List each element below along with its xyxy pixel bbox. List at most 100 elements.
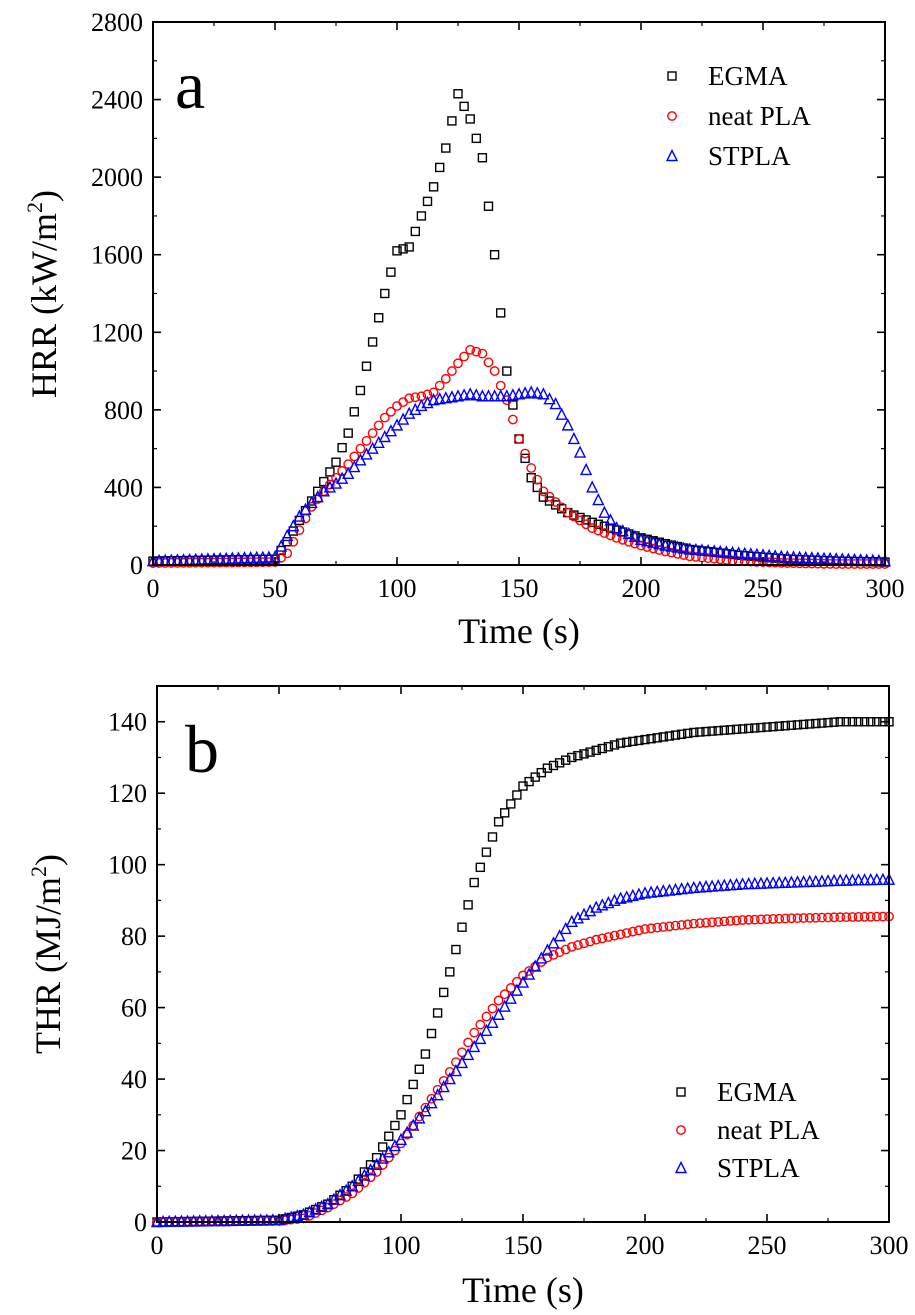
data-point (377, 1159, 388, 1170)
data-point (640, 534, 654, 547)
data-point (408, 1079, 418, 1090)
data-point (671, 540, 684, 553)
data-point (367, 337, 378, 347)
data-point (804, 912, 815, 923)
data-point (455, 1055, 469, 1069)
data-point (573, 445, 587, 458)
data-point (835, 717, 845, 727)
x-axis-label: Time (s) (458, 611, 580, 651)
data-point (481, 1011, 492, 1022)
data-point (502, 366, 512, 376)
data-point (349, 407, 359, 417)
data-point (420, 1049, 431, 1059)
data-point (432, 1084, 443, 1095)
data-point (554, 758, 565, 768)
data-point (693, 880, 707, 893)
data-point (615, 738, 626, 748)
data-point (359, 1167, 370, 1177)
data-point (422, 196, 433, 207)
data-point (871, 911, 882, 922)
data-point (447, 116, 457, 126)
data-point (266, 1213, 280, 1226)
data-point (459, 101, 469, 112)
data-point (481, 847, 492, 857)
data-point (542, 763, 553, 773)
data-point (403, 406, 416, 419)
data-point (440, 373, 451, 384)
panel-label: b (185, 711, 219, 787)
data-point (575, 512, 585, 523)
data-point (579, 938, 589, 949)
data-point (683, 542, 696, 555)
data-point (561, 755, 571, 765)
data-point (775, 549, 788, 562)
data-point (689, 542, 703, 556)
data-point (586, 480, 599, 493)
data-point (366, 441, 379, 454)
data-point (373, 420, 384, 431)
data-point (522, 967, 536, 980)
data-point (461, 1047, 475, 1061)
data-point (347, 1188, 358, 1199)
data-point (538, 486, 549, 497)
data-point (428, 387, 439, 398)
legend-marker (665, 148, 679, 162)
data-point (508, 400, 518, 410)
data-point (398, 397, 408, 407)
data-point (468, 1039, 481, 1053)
data-point (859, 911, 870, 922)
data-point (548, 760, 559, 771)
data-point (738, 546, 751, 560)
data-point (438, 1075, 449, 1086)
y-tick-label: 40 (121, 1065, 147, 1094)
data-point (390, 418, 404, 431)
data-point (853, 912, 864, 922)
data-point (434, 380, 445, 391)
data-point (532, 482, 542, 493)
data-point (498, 999, 511, 1012)
data-point (760, 876, 774, 889)
data-point (413, 1111, 426, 1124)
data-point (361, 435, 372, 446)
y-tick-label: 100 (108, 851, 147, 880)
data-point (353, 1183, 364, 1193)
data-point (834, 873, 847, 886)
y-axis-label-close: ) (24, 190, 64, 202)
data-point (670, 920, 681, 931)
data-point (731, 915, 742, 926)
legend-label: neat PLA (717, 1115, 820, 1145)
y-tick-label: 2800 (91, 8, 143, 37)
data-point (609, 930, 620, 941)
data-point (836, 552, 849, 565)
data-point (371, 1167, 382, 1177)
y-tick-label: 1600 (91, 241, 143, 270)
data-point (664, 731, 675, 741)
data-point (496, 308, 506, 318)
data-point (737, 724, 748, 734)
data-point (732, 546, 745, 559)
data-point (793, 550, 806, 563)
data-point (691, 551, 701, 562)
data-point (707, 726, 717, 736)
data-point (762, 722, 772, 732)
data-point (476, 389, 489, 402)
data-point (788, 558, 799, 569)
data-point (779, 875, 792, 888)
data-point (555, 407, 568, 420)
data-point (785, 875, 798, 888)
data-point (532, 474, 543, 485)
x-tick-label: 300 (870, 1231, 909, 1260)
panel-label: a (175, 47, 205, 123)
data-point (719, 916, 730, 927)
data-point (823, 551, 837, 565)
legend: EGMA neat PLA STPLA (665, 61, 811, 171)
data-point (840, 873, 853, 886)
data-point (773, 875, 786, 889)
x-tick-label: 150 (504, 1231, 543, 1260)
data-point (846, 873, 859, 886)
y-tick-label: 80 (121, 922, 147, 951)
data-point (622, 526, 635, 540)
data-point (724, 878, 737, 891)
data-point (652, 922, 663, 933)
data-point (213, 551, 227, 565)
